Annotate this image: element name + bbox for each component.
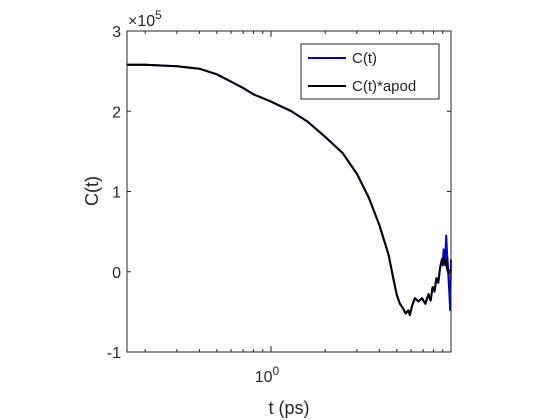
legend-label-c-t-apod: C(t)*apod bbox=[352, 78, 416, 95]
legend-label-c-t: C(t) bbox=[352, 50, 377, 67]
y-tick-label: 3 bbox=[112, 24, 121, 41]
y-tick-label: 2 bbox=[112, 104, 121, 121]
series-layer bbox=[127, 63, 452, 317]
x-axis-label: t (ps) bbox=[268, 398, 309, 418]
ticks-layer: -1 0 1 2 3 100 bbox=[107, 24, 451, 386]
y-tick-label: -1 bbox=[107, 345, 121, 362]
legend-box bbox=[300, 43, 440, 100]
x-tick-label: 100 bbox=[255, 364, 280, 386]
y-tick-label: 0 bbox=[112, 265, 121, 282]
plot-frame bbox=[126, 30, 452, 353]
y-axis-label: C(t) bbox=[82, 176, 102, 206]
y-exponent-base: ×10 bbox=[128, 13, 155, 30]
y-exponent-power: 5 bbox=[155, 8, 162, 22]
y-tick-label: 1 bbox=[112, 185, 121, 202]
legend: C(t) C(t)*apod bbox=[300, 43, 440, 100]
y-exponent-label: ×105 bbox=[128, 8, 162, 30]
series-line-c-t-apod bbox=[127, 63, 452, 317]
